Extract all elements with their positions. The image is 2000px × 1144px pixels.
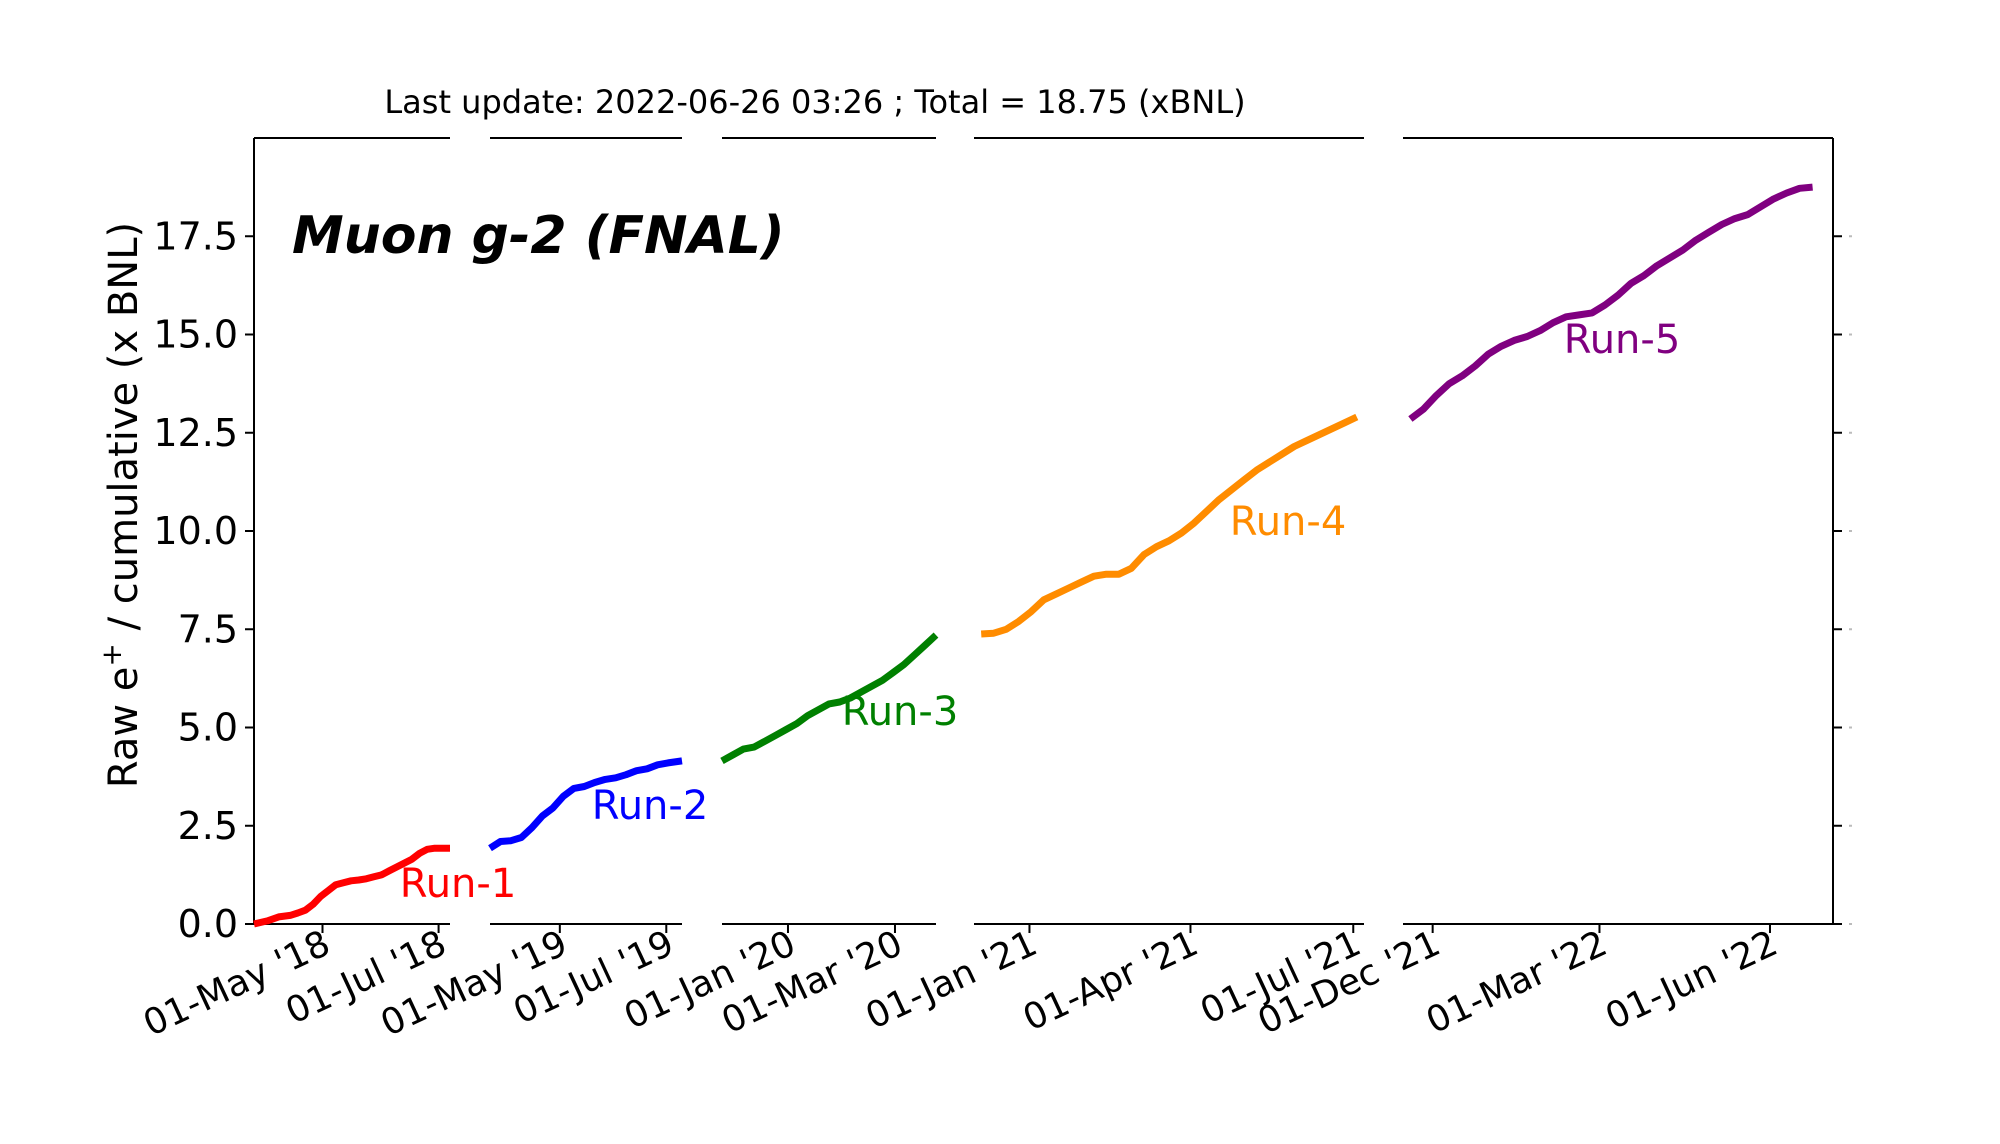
series-label-run-3: Run-3 [842,689,959,735]
y-tick-label: 17.5 [153,214,238,258]
series-label-run-5: Run-5 [1564,317,1681,363]
series-lines [253,183,1813,928]
x-tick-label: 01-Apr '21 [1017,923,1204,1039]
y-tick-minor-dot [1849,235,1852,238]
x-tick-label: 01-Mar '22 [1420,923,1613,1042]
series-label-run-2: Run-2 [592,783,709,829]
y-tick-minor-dot [1849,530,1852,532]
series-label-run-4: Run-4 [1230,499,1347,545]
y-tick-minor-dot [1849,923,1852,925]
last-update-header: Last update: 2022-06-26 03:26 ; Total = … [384,83,1245,121]
y-tick-label: 0.0 [178,902,238,946]
y-tick-label: 10.0 [153,509,238,553]
y-tick-label: 15.0 [153,313,238,357]
series-line-run-5 [1408,183,1813,422]
series-labels: Run-1 Run-2 Run-3 Run-4 Run-5 [400,317,1681,907]
y-axis-label: Raw e+ / cumulative (x BNL) [95,222,147,788]
chart-title: Muon g-2 (FNAL) [292,206,785,266]
series-line-run-3 [720,632,939,764]
y-axis-label-sup: + [95,643,128,666]
series-line-run-2 [488,757,683,852]
axes: 0.0 2.5 5.0 7.5 10.0 12.5 15.0 17.5 [153,137,1852,946]
series-line-run-1 [253,844,450,928]
y-tick-label: 12.5 [153,411,238,455]
y-tick-label: 5.0 [178,706,238,750]
y-tick-minor-dot [1849,726,1852,729]
y-tick-minor-dot [1849,628,1852,631]
x-tick-label: 01-Jun '22 [1600,923,1784,1038]
y-tick-minor-dot [1849,333,1852,336]
series-line-run-4 [980,413,1359,638]
series-label-run-1: Run-1 [400,861,517,907]
y-tick-minor-dot [1849,824,1852,827]
y-tick-minor-dot [1849,431,1852,434]
y-axis-label-rest: / cumulative (x BNL) [101,222,147,643]
y-tick-label: 2.5 [178,804,238,848]
y-axis-label-main: Raw e [101,667,147,788]
y-tick-label: 7.5 [178,607,238,651]
